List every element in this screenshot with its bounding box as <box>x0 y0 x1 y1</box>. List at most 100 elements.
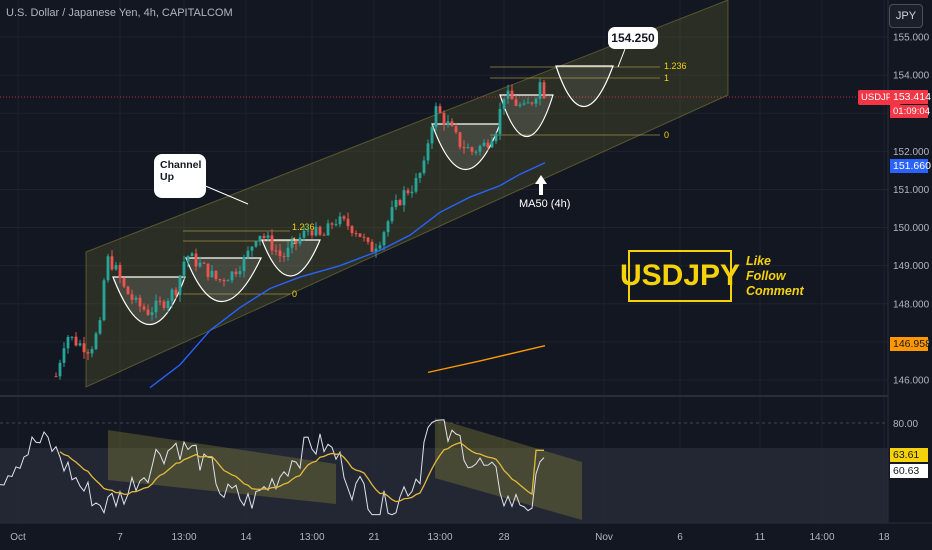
candle-body <box>62 348 66 363</box>
candle-body <box>378 245 382 249</box>
candle-body <box>246 250 250 258</box>
candle-body <box>526 102 530 104</box>
candle-body <box>354 233 358 235</box>
candle-body <box>126 286 130 295</box>
candle-body <box>406 190 410 194</box>
candle-body <box>278 250 282 257</box>
candle-body <box>530 102 534 104</box>
candle-body <box>166 301 170 308</box>
candle-body <box>418 173 422 178</box>
candle-body <box>458 132 462 148</box>
candle-body <box>238 271 242 275</box>
time-axis-label: 18 <box>878 532 890 543</box>
ma50-arrow-icon <box>535 175 547 195</box>
candle-body <box>454 126 458 133</box>
candle-body <box>242 257 246 272</box>
time-axis-label: 21 <box>368 532 380 543</box>
candle-body <box>90 349 94 354</box>
osc-level-label: 80.00 <box>893 419 918 430</box>
candle-body <box>130 294 134 300</box>
candle-body <box>470 147 474 152</box>
candle-body <box>170 289 174 302</box>
cta-text: Like Follow Comment <box>746 254 804 299</box>
cta-follow: Follow <box>746 269 786 283</box>
candle-body <box>410 191 414 194</box>
candle-body <box>230 271 234 281</box>
fib-left-1236: 1.236 <box>292 222 315 232</box>
candle-body <box>538 82 542 99</box>
candle-body <box>174 289 178 296</box>
candle-body <box>118 265 122 279</box>
candle-body <box>334 224 338 226</box>
candle-body <box>150 312 154 315</box>
candle-body <box>162 301 166 308</box>
candle-body <box>294 240 298 244</box>
candle-body <box>218 279 222 281</box>
candle-body <box>210 270 214 277</box>
candlesticks <box>54 78 546 380</box>
fib-right-1236: 1.236 <box>664 61 687 71</box>
candle-body <box>222 279 226 282</box>
candle-body <box>82 343 86 353</box>
osc-yellow-tag: 63.61 <box>890 448 928 462</box>
ma50-label: MA50 (4h) <box>519 198 571 210</box>
candle-body <box>534 98 538 104</box>
candle-body <box>114 265 118 270</box>
candle-body <box>134 297 138 300</box>
candle-body <box>502 98 506 110</box>
target-pointer <box>617 48 626 68</box>
candle-body <box>374 248 378 252</box>
candle-body <box>402 190 406 206</box>
candle-body <box>322 234 326 236</box>
candle-body <box>442 113 446 125</box>
candle-body <box>146 309 150 315</box>
candle-body <box>522 103 526 105</box>
time-axis-label: 28 <box>498 532 510 543</box>
candle-body <box>446 121 450 125</box>
price-axis[interactable]: 155.000154.000153.000152.000151.000150.0… <box>893 33 930 387</box>
candle-body <box>510 90 514 100</box>
candle-body <box>266 235 270 238</box>
fib-levels-right <box>490 66 660 136</box>
candle-body <box>214 270 218 280</box>
fib-left-1: 1 <box>292 236 297 246</box>
time-axis-label: 13:00 <box>299 532 324 543</box>
candle-body <box>426 143 430 161</box>
candle-body <box>186 256 190 262</box>
price-axis-label: 148.000 <box>893 299 930 310</box>
candle-body <box>494 133 498 142</box>
price-axis-label: 150.000 <box>893 223 930 234</box>
candle-body <box>138 297 142 307</box>
candle-body <box>66 336 70 349</box>
candle-body <box>306 230 310 232</box>
candle-body <box>382 232 386 246</box>
candle-body <box>330 223 334 225</box>
candle-body <box>102 280 106 321</box>
cta-comment: Comment <box>746 284 804 298</box>
countdown-tag: 01:09:04 <box>890 105 930 118</box>
time-axis[interactable]: Oct 7 13:00 14 13:00 21 13:00 28 Nov 6 11 14:00 18 <box>10 532 890 543</box>
target-callout: 154.250 <box>608 27 658 49</box>
cta-like: Like <box>746 254 772 268</box>
candle-body <box>282 256 286 258</box>
currency-button[interactable]: JPY <box>889 4 923 28</box>
oscillator-slow-line <box>59 442 544 503</box>
candle-body <box>318 226 322 235</box>
candle-body <box>206 263 210 277</box>
candle-body <box>314 226 318 236</box>
time-axis-label: 13:00 <box>171 532 196 543</box>
candle-body <box>486 142 490 148</box>
candle-body <box>358 233 362 237</box>
candle-body <box>70 336 74 338</box>
candle-body <box>386 221 390 233</box>
price-axis-label: 151.000 <box>893 185 930 196</box>
candle-body <box>274 250 278 252</box>
candle-body <box>262 235 266 238</box>
candle-body <box>106 256 110 281</box>
fib-right-1: 1 <box>664 73 669 83</box>
candle-body <box>98 320 102 334</box>
candle-body <box>414 177 418 192</box>
channel-up-callout: Channel Up <box>154 154 206 198</box>
candle-body <box>362 236 366 238</box>
